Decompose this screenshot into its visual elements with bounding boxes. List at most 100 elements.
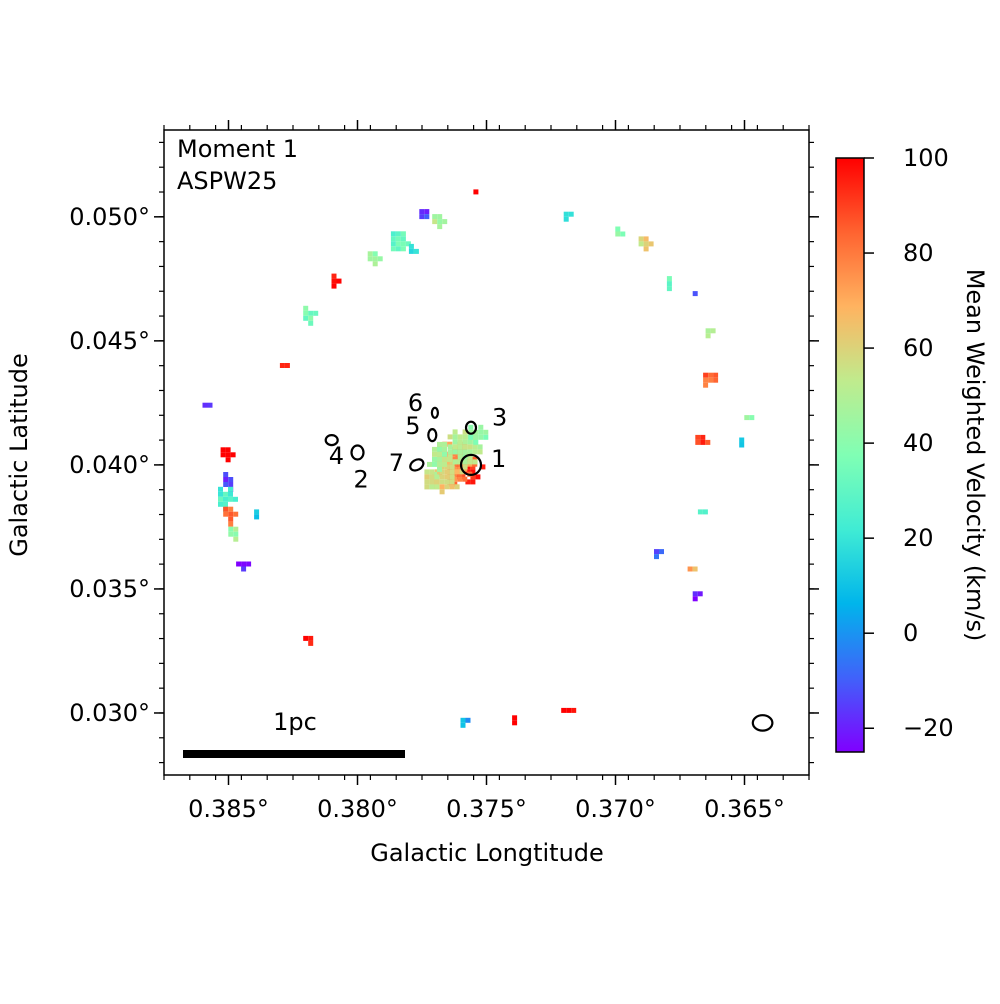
map-pixel xyxy=(457,434,463,440)
map-pixel xyxy=(695,439,701,445)
map-pixel xyxy=(473,429,479,435)
colorbar-tick-label: 60 xyxy=(903,334,934,362)
map-pixel xyxy=(703,382,709,388)
emission-clump xyxy=(303,635,314,646)
map-pixel xyxy=(225,452,231,458)
map-pixel xyxy=(473,439,479,445)
map-pixel xyxy=(233,511,239,517)
map-pixel xyxy=(372,261,378,267)
map-pixel xyxy=(429,469,435,475)
emission-clump xyxy=(687,566,698,572)
map-pixel xyxy=(643,241,649,247)
map-pixel xyxy=(692,566,698,572)
map-pixel xyxy=(336,278,342,284)
map-pixel xyxy=(223,477,229,482)
emission-clump xyxy=(236,561,252,572)
map-pixel xyxy=(449,469,455,475)
emission-clump xyxy=(254,509,260,520)
emission-clump xyxy=(692,591,703,602)
scale-bar-label: 1pc xyxy=(273,708,317,736)
map-pixel xyxy=(452,459,458,465)
map-pixel xyxy=(223,491,228,497)
map-pixel xyxy=(303,315,309,321)
map-pixel xyxy=(643,246,649,252)
map-pixel xyxy=(284,363,290,368)
map-pixel xyxy=(447,444,453,450)
x-axis-label: Galactic Longtitude xyxy=(370,839,604,867)
map-pixel xyxy=(223,496,228,502)
emission-clump xyxy=(408,243,419,254)
map-pixel xyxy=(439,484,445,490)
map-pixel xyxy=(444,479,450,485)
source-label-3: 3 xyxy=(492,404,507,432)
emission-clump xyxy=(460,717,471,728)
map-pixel xyxy=(444,474,450,480)
map-pixel xyxy=(437,219,443,225)
map-pixel xyxy=(246,561,252,567)
map-pixel xyxy=(223,511,229,517)
map-pixel xyxy=(638,241,644,247)
map-pixel xyxy=(233,526,239,532)
map-pixel xyxy=(470,474,476,480)
emission-clump xyxy=(638,236,654,252)
source-ellipse-5 xyxy=(427,428,438,443)
map-pixel xyxy=(480,464,486,470)
emission-clump xyxy=(561,707,577,713)
map-pixel xyxy=(279,363,285,368)
map-pixel xyxy=(457,466,463,472)
map-pixel xyxy=(468,429,474,435)
map-pixel xyxy=(395,231,401,237)
emission-clump xyxy=(512,715,518,726)
map-pixel xyxy=(620,231,626,237)
emission-clump xyxy=(223,506,239,527)
map-pixel xyxy=(465,717,471,723)
emission-clump xyxy=(615,226,626,237)
map-pixel xyxy=(459,469,465,475)
map-pixel xyxy=(432,461,437,467)
map-pixel xyxy=(303,305,309,311)
beam-ellipse xyxy=(751,714,774,732)
map-pixel xyxy=(449,484,455,490)
map-pixel xyxy=(703,377,709,383)
plot-frame xyxy=(163,129,810,776)
map-pixel xyxy=(447,456,452,462)
map-pixel xyxy=(308,320,314,326)
map-pixel xyxy=(254,514,260,520)
map-pixel xyxy=(442,441,447,447)
map-pixel xyxy=(439,474,445,480)
map-pixel xyxy=(452,476,458,482)
map-pixel xyxy=(424,209,430,215)
map-pixel xyxy=(405,241,411,247)
map-pixel xyxy=(444,464,450,470)
map-pixel xyxy=(566,707,572,713)
emission-clump xyxy=(744,415,755,421)
map-pixel xyxy=(473,189,479,195)
source-ellipse-2 xyxy=(350,444,365,461)
map-pixel xyxy=(708,377,714,383)
emission-clump xyxy=(220,447,236,463)
map-pixel xyxy=(331,283,337,289)
map-pixel xyxy=(254,509,260,515)
map-pixel xyxy=(563,216,569,222)
map-pixel xyxy=(444,469,450,475)
map-pixel xyxy=(467,444,473,450)
map-pixel xyxy=(710,328,716,334)
x-tick-label: 0.370° xyxy=(575,795,656,823)
map-pixel xyxy=(478,429,484,435)
emission-clump xyxy=(666,276,672,292)
map-pixel xyxy=(447,441,453,447)
map-pixel xyxy=(462,459,468,465)
emission-clump xyxy=(705,328,716,339)
map-pixel xyxy=(692,291,698,297)
y-tick-label: 0.045° xyxy=(69,327,150,355)
map-pixel xyxy=(472,449,478,455)
x-tick-label: 0.375° xyxy=(446,795,527,823)
emission-clump xyxy=(739,437,745,448)
map-pixel xyxy=(372,256,378,262)
source-label-7: 7 xyxy=(389,449,404,477)
emission-clump xyxy=(228,526,239,542)
map-pixel xyxy=(447,449,453,455)
map-pixel xyxy=(475,474,481,480)
emission-clump xyxy=(419,209,430,220)
emission-clump xyxy=(367,251,383,267)
